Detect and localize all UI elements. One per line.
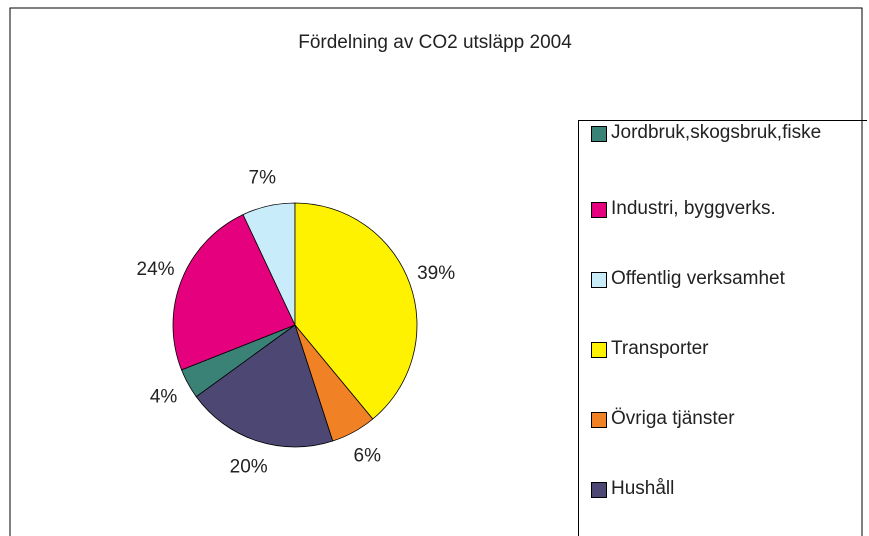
legend-swatch: [591, 202, 607, 218]
data-label: 24%: [137, 259, 175, 280]
pie-slice: [172, 214, 296, 371]
legend-item: Övriga tjänster: [591, 400, 861, 438]
data-label: 4%: [150, 386, 178, 407]
legend-swatch: [591, 482, 607, 498]
legend: Jordbruk,skogsbruk,fiske Industri, byggve…: [578, 120, 867, 536]
data-label: 39%: [417, 263, 455, 284]
legend-label: Övriga tjänster: [611, 408, 735, 429]
legend-item: Jordbruk,skogsbruk,fiske: [591, 114, 861, 152]
legend-swatch: [591, 342, 607, 358]
legend-label: Industri, byggverks.: [611, 198, 776, 219]
legend-label: Hushåll: [611, 478, 675, 499]
legend-item: Hushåll: [591, 470, 861, 508]
pie-slice: [294, 202, 418, 420]
legend-item: Offentlig verksamhet: [591, 260, 861, 298]
legend-label: Jordbruk,skogsbruk,fiske: [611, 122, 822, 143]
chart-title: Fördelning av CO2 utsläpp 2004: [298, 32, 572, 53]
data-label: 7%: [249, 168, 277, 189]
legend-swatch: [591, 126, 607, 142]
pie-slice: [195, 324, 334, 448]
legend-label: Offentlig verksamhet: [611, 268, 785, 289]
legend-swatch: [591, 272, 607, 288]
data-label: 6%: [354, 445, 382, 466]
legend-item: Transporter: [591, 330, 861, 368]
chart-border: [9, 7, 863, 536]
legend-item: Industri, byggverks.: [591, 190, 861, 228]
data-label: 20%: [230, 457, 268, 478]
legend-swatch: [591, 412, 607, 428]
legend-label: Transporter: [611, 338, 709, 359]
